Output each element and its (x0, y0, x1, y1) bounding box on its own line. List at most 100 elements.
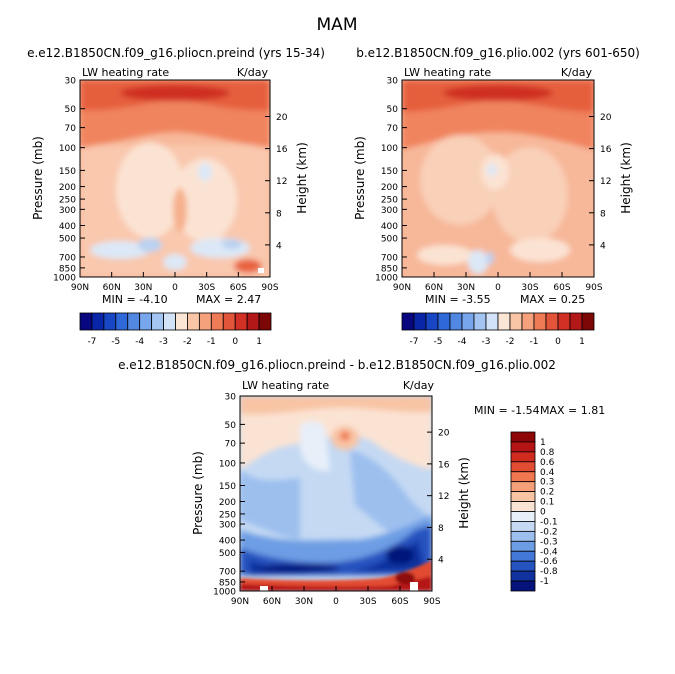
colorbar-swatch (510, 511, 536, 522)
colorbar: 10.80.60.40.30.20.10-0.1-0.2-0.3-0.4-0.6… (510, 431, 558, 592)
units-label: K/day (237, 66, 269, 79)
y-right-tick-label: 20 (600, 113, 612, 123)
colorbar-label: -0.8 (540, 567, 558, 577)
colorbar-swatch (163, 312, 176, 331)
y-axis-label-right: Height (km) (457, 457, 471, 528)
min-label: MIN = -4.10 (102, 293, 168, 306)
y-tick-label: 150 (219, 482, 236, 492)
y-tick-label: 70 (225, 440, 237, 450)
y-tick-label: 200 (59, 183, 76, 193)
units-label: K/day (403, 379, 435, 392)
colorbar-swatch (103, 312, 117, 331)
x-tick-label: 90S (261, 283, 278, 293)
colorbar-swatch (510, 431, 536, 443)
y-right-tick-label: 8 (276, 209, 282, 219)
x-tick-label: 60S (230, 283, 247, 293)
colorbar-label: -0.3 (540, 537, 558, 547)
colorbar-label: -1 (530, 337, 539, 347)
axis-right: 20 16 12 8 4 (589, 113, 612, 251)
colorbar-label: -7 (410, 337, 419, 347)
colorbar-label: 0 (540, 508, 546, 518)
colorbar-label: 0 (555, 337, 561, 347)
colorbar-swatch (510, 481, 536, 493)
y-tick-label: 400 (381, 222, 398, 232)
figure-title: MAM (317, 15, 358, 35)
y-tick-label: 150 (381, 167, 398, 177)
y-right-tick-label: 4 (276, 241, 282, 251)
panel-title: e.e12.B1850CN.f09_g16.pliocn.preind (yrs… (27, 46, 325, 60)
colorbar-swatch (127, 312, 141, 331)
y-right-tick-label: 12 (276, 177, 287, 187)
x-tick-label: 0 (172, 283, 178, 293)
y-right-tick-label: 20 (438, 429, 450, 439)
y-tick-label: 500 (219, 549, 236, 559)
y-tick-label: 850 (381, 264, 398, 274)
y-tick-label: 700 (381, 253, 398, 263)
colorbar-swatch (246, 312, 260, 331)
colorbar-label: -4 (135, 337, 144, 347)
colorbar-label: 1 (540, 438, 546, 448)
colorbar: -7 -5 -4 -3 -2 -1 0 1 (401, 312, 595, 347)
x-tick-label: 0 (495, 283, 501, 293)
axis-bottom: 90N 60N 30N 0 30S 60S 90S (231, 586, 441, 607)
y-right-tick-label: 20 (276, 113, 288, 123)
colorbar-swatch (510, 521, 536, 532)
max-label: MAX = 2.47 (196, 293, 261, 306)
colorbar-label: -5 (111, 337, 120, 347)
y-tick-label: 850 (219, 578, 236, 588)
x-tick-label: 90N (71, 283, 89, 293)
colorbar-swatch (187, 312, 200, 331)
colorbar-swatch (198, 312, 212, 331)
panel-bottom: e.e12.B1850CN.f09_g16.pliocn.preind - b.… (118, 358, 605, 607)
colorbar-swatch (79, 312, 93, 331)
heatmap-field (240, 396, 432, 591)
y-tick-label: 30 (387, 77, 399, 87)
colorbar-swatch (510, 491, 536, 502)
colorbar-swatch (234, 312, 248, 331)
y-tick-label: 70 (65, 124, 77, 134)
colorbar-label: -2 (506, 337, 515, 347)
x-tick-label: 90N (231, 597, 249, 607)
panel-top-right: b.e12.B1850CN.f09_g16.plio.002 (yrs 601-… (353, 46, 640, 347)
colorbar-label: -4 (458, 337, 467, 347)
colorbar-label: -5 (434, 337, 443, 347)
axis-right: 20 16 12 8 4 (427, 429, 450, 566)
colorbar-swatch (497, 312, 511, 331)
y-axis-label: Pressure (mb) (31, 136, 45, 220)
y-right-tick-label: 4 (438, 556, 444, 566)
colorbar: -7 -5 -4 -3 -2 -1 0 1 (79, 312, 272, 347)
y-right-tick-label: 16 (438, 460, 450, 470)
colorbar-swatch (510, 471, 536, 483)
colorbar-swatch (222, 312, 236, 331)
y-tick-label: 700 (219, 568, 236, 578)
axis-bottom: 90N 60N 30N 0 30S 60S 90S (71, 272, 279, 293)
y-tick-label: 300 (219, 521, 236, 531)
y-tick-label: 30 (225, 393, 237, 403)
y-tick-label: 50 (387, 105, 399, 115)
colorbar-label: -1 (540, 577, 549, 587)
y-tick-label: 200 (219, 498, 236, 508)
y-right-tick-label: 8 (438, 524, 444, 534)
panel-top-left: e.e12.B1850CN.f09_g16.pliocn.preind (yrs… (27, 46, 325, 347)
colorbar-swatch (485, 312, 499, 331)
units-label: K/day (561, 66, 593, 79)
colorbar-label: 0.4 (540, 468, 555, 478)
x-tick-label: 0 (333, 597, 339, 607)
colorbar-swatch (510, 530, 536, 542)
y-tick-label: 100 (381, 144, 398, 154)
y-tick-label: 200 (381, 183, 398, 193)
colorbar-label: -0.2 (540, 527, 558, 537)
x-tick-label: 90N (393, 283, 411, 293)
colorbar-label: 0.8 (540, 448, 555, 458)
colorbar-label: 0.6 (540, 458, 555, 468)
colorbar-label: 0.2 (540, 488, 554, 498)
axis-right: 20 16 12 8 4 (265, 113, 288, 251)
y-axis-label: Pressure (mb) (191, 451, 205, 535)
colorbar-swatch (510, 570, 536, 582)
x-tick-label: 30N (134, 283, 152, 293)
y-axis-label-right: Height (km) (619, 142, 633, 213)
x-tick-label: 90S (423, 597, 440, 607)
colorbar-swatch (473, 312, 487, 331)
min-label: MIN = -1.54 (474, 404, 540, 417)
